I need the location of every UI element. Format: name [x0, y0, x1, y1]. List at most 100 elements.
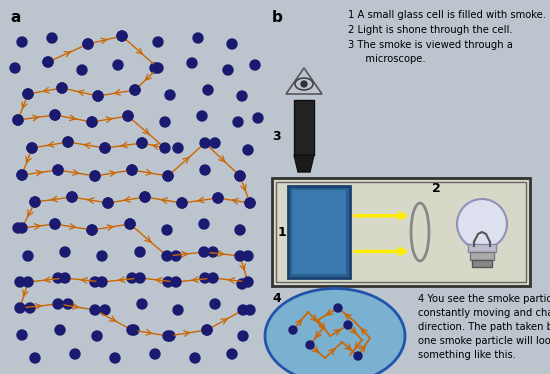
- Circle shape: [253, 113, 263, 123]
- Circle shape: [92, 331, 102, 341]
- Circle shape: [90, 171, 100, 181]
- Circle shape: [245, 198, 255, 208]
- Circle shape: [250, 60, 260, 70]
- Circle shape: [208, 273, 218, 283]
- Circle shape: [238, 305, 248, 315]
- Circle shape: [57, 83, 67, 93]
- Circle shape: [23, 277, 33, 287]
- Circle shape: [197, 111, 207, 121]
- Circle shape: [27, 143, 37, 153]
- Circle shape: [15, 277, 25, 287]
- Circle shape: [208, 247, 218, 257]
- Circle shape: [235, 171, 245, 181]
- Circle shape: [70, 349, 80, 359]
- Circle shape: [55, 325, 65, 335]
- Circle shape: [202, 325, 212, 335]
- Circle shape: [87, 117, 97, 127]
- Circle shape: [135, 273, 145, 283]
- Circle shape: [30, 197, 40, 207]
- Circle shape: [200, 138, 210, 148]
- Circle shape: [173, 143, 183, 153]
- Circle shape: [160, 117, 170, 127]
- Circle shape: [23, 89, 33, 99]
- Circle shape: [87, 117, 97, 127]
- Circle shape: [127, 165, 137, 175]
- Text: constantly moving and changing: constantly moving and changing: [418, 308, 550, 318]
- Circle shape: [15, 303, 25, 313]
- Circle shape: [53, 273, 63, 283]
- Circle shape: [67, 192, 77, 202]
- Circle shape: [63, 299, 73, 309]
- Circle shape: [103, 198, 113, 208]
- Circle shape: [165, 331, 175, 341]
- Circle shape: [135, 247, 145, 257]
- Circle shape: [90, 277, 100, 287]
- Circle shape: [233, 117, 243, 127]
- Circle shape: [235, 225, 245, 235]
- Circle shape: [150, 63, 160, 73]
- Circle shape: [129, 325, 139, 335]
- Circle shape: [213, 193, 223, 203]
- Circle shape: [17, 223, 27, 233]
- Circle shape: [117, 31, 127, 41]
- Circle shape: [203, 85, 213, 95]
- Bar: [472, 260, 492, 267]
- Circle shape: [125, 219, 135, 229]
- Text: 1 A small glass cell is filled with smoke.: 1 A small glass cell is filled with smok…: [348, 10, 546, 20]
- Circle shape: [140, 192, 150, 202]
- Circle shape: [177, 198, 187, 208]
- Bar: [276, 182, 526, 282]
- Circle shape: [289, 326, 297, 334]
- Circle shape: [113, 60, 123, 70]
- Circle shape: [103, 198, 113, 208]
- Circle shape: [53, 165, 63, 175]
- Circle shape: [83, 39, 93, 49]
- Circle shape: [77, 65, 87, 75]
- Circle shape: [53, 299, 63, 309]
- Circle shape: [127, 273, 137, 283]
- Circle shape: [163, 171, 173, 181]
- Circle shape: [227, 349, 237, 359]
- Circle shape: [163, 277, 173, 287]
- Text: one smoke particle will look: one smoke particle will look: [418, 336, 550, 346]
- Circle shape: [100, 143, 110, 153]
- Circle shape: [27, 143, 37, 153]
- Circle shape: [93, 91, 103, 101]
- Circle shape: [334, 304, 342, 312]
- Bar: [468, 244, 496, 252]
- Circle shape: [153, 63, 163, 73]
- Circle shape: [190, 353, 200, 363]
- Circle shape: [83, 39, 93, 49]
- Circle shape: [210, 299, 220, 309]
- Circle shape: [301, 81, 307, 87]
- Circle shape: [123, 111, 133, 121]
- Circle shape: [60, 247, 70, 257]
- Bar: [294, 100, 314, 155]
- Circle shape: [63, 137, 73, 147]
- Circle shape: [17, 170, 27, 180]
- Text: 4 You see the smoke particles: 4 You see the smoke particles: [418, 294, 550, 304]
- Circle shape: [163, 331, 173, 341]
- Bar: [288, 186, 350, 278]
- Bar: [470, 252, 494, 260]
- Circle shape: [213, 193, 223, 203]
- Circle shape: [177, 198, 187, 208]
- Circle shape: [97, 277, 107, 287]
- Bar: [272, 178, 530, 286]
- Circle shape: [93, 91, 103, 101]
- Circle shape: [171, 251, 181, 261]
- Circle shape: [13, 115, 23, 125]
- Circle shape: [153, 37, 163, 47]
- Circle shape: [125, 219, 135, 229]
- Circle shape: [344, 321, 352, 329]
- Circle shape: [57, 83, 67, 93]
- Circle shape: [137, 138, 147, 148]
- Text: b: b: [272, 10, 283, 25]
- Circle shape: [50, 110, 60, 120]
- Polygon shape: [294, 155, 314, 172]
- Circle shape: [223, 65, 233, 75]
- Circle shape: [13, 223, 23, 233]
- Polygon shape: [286, 68, 322, 94]
- Text: a: a: [10, 10, 20, 25]
- Circle shape: [193, 33, 203, 43]
